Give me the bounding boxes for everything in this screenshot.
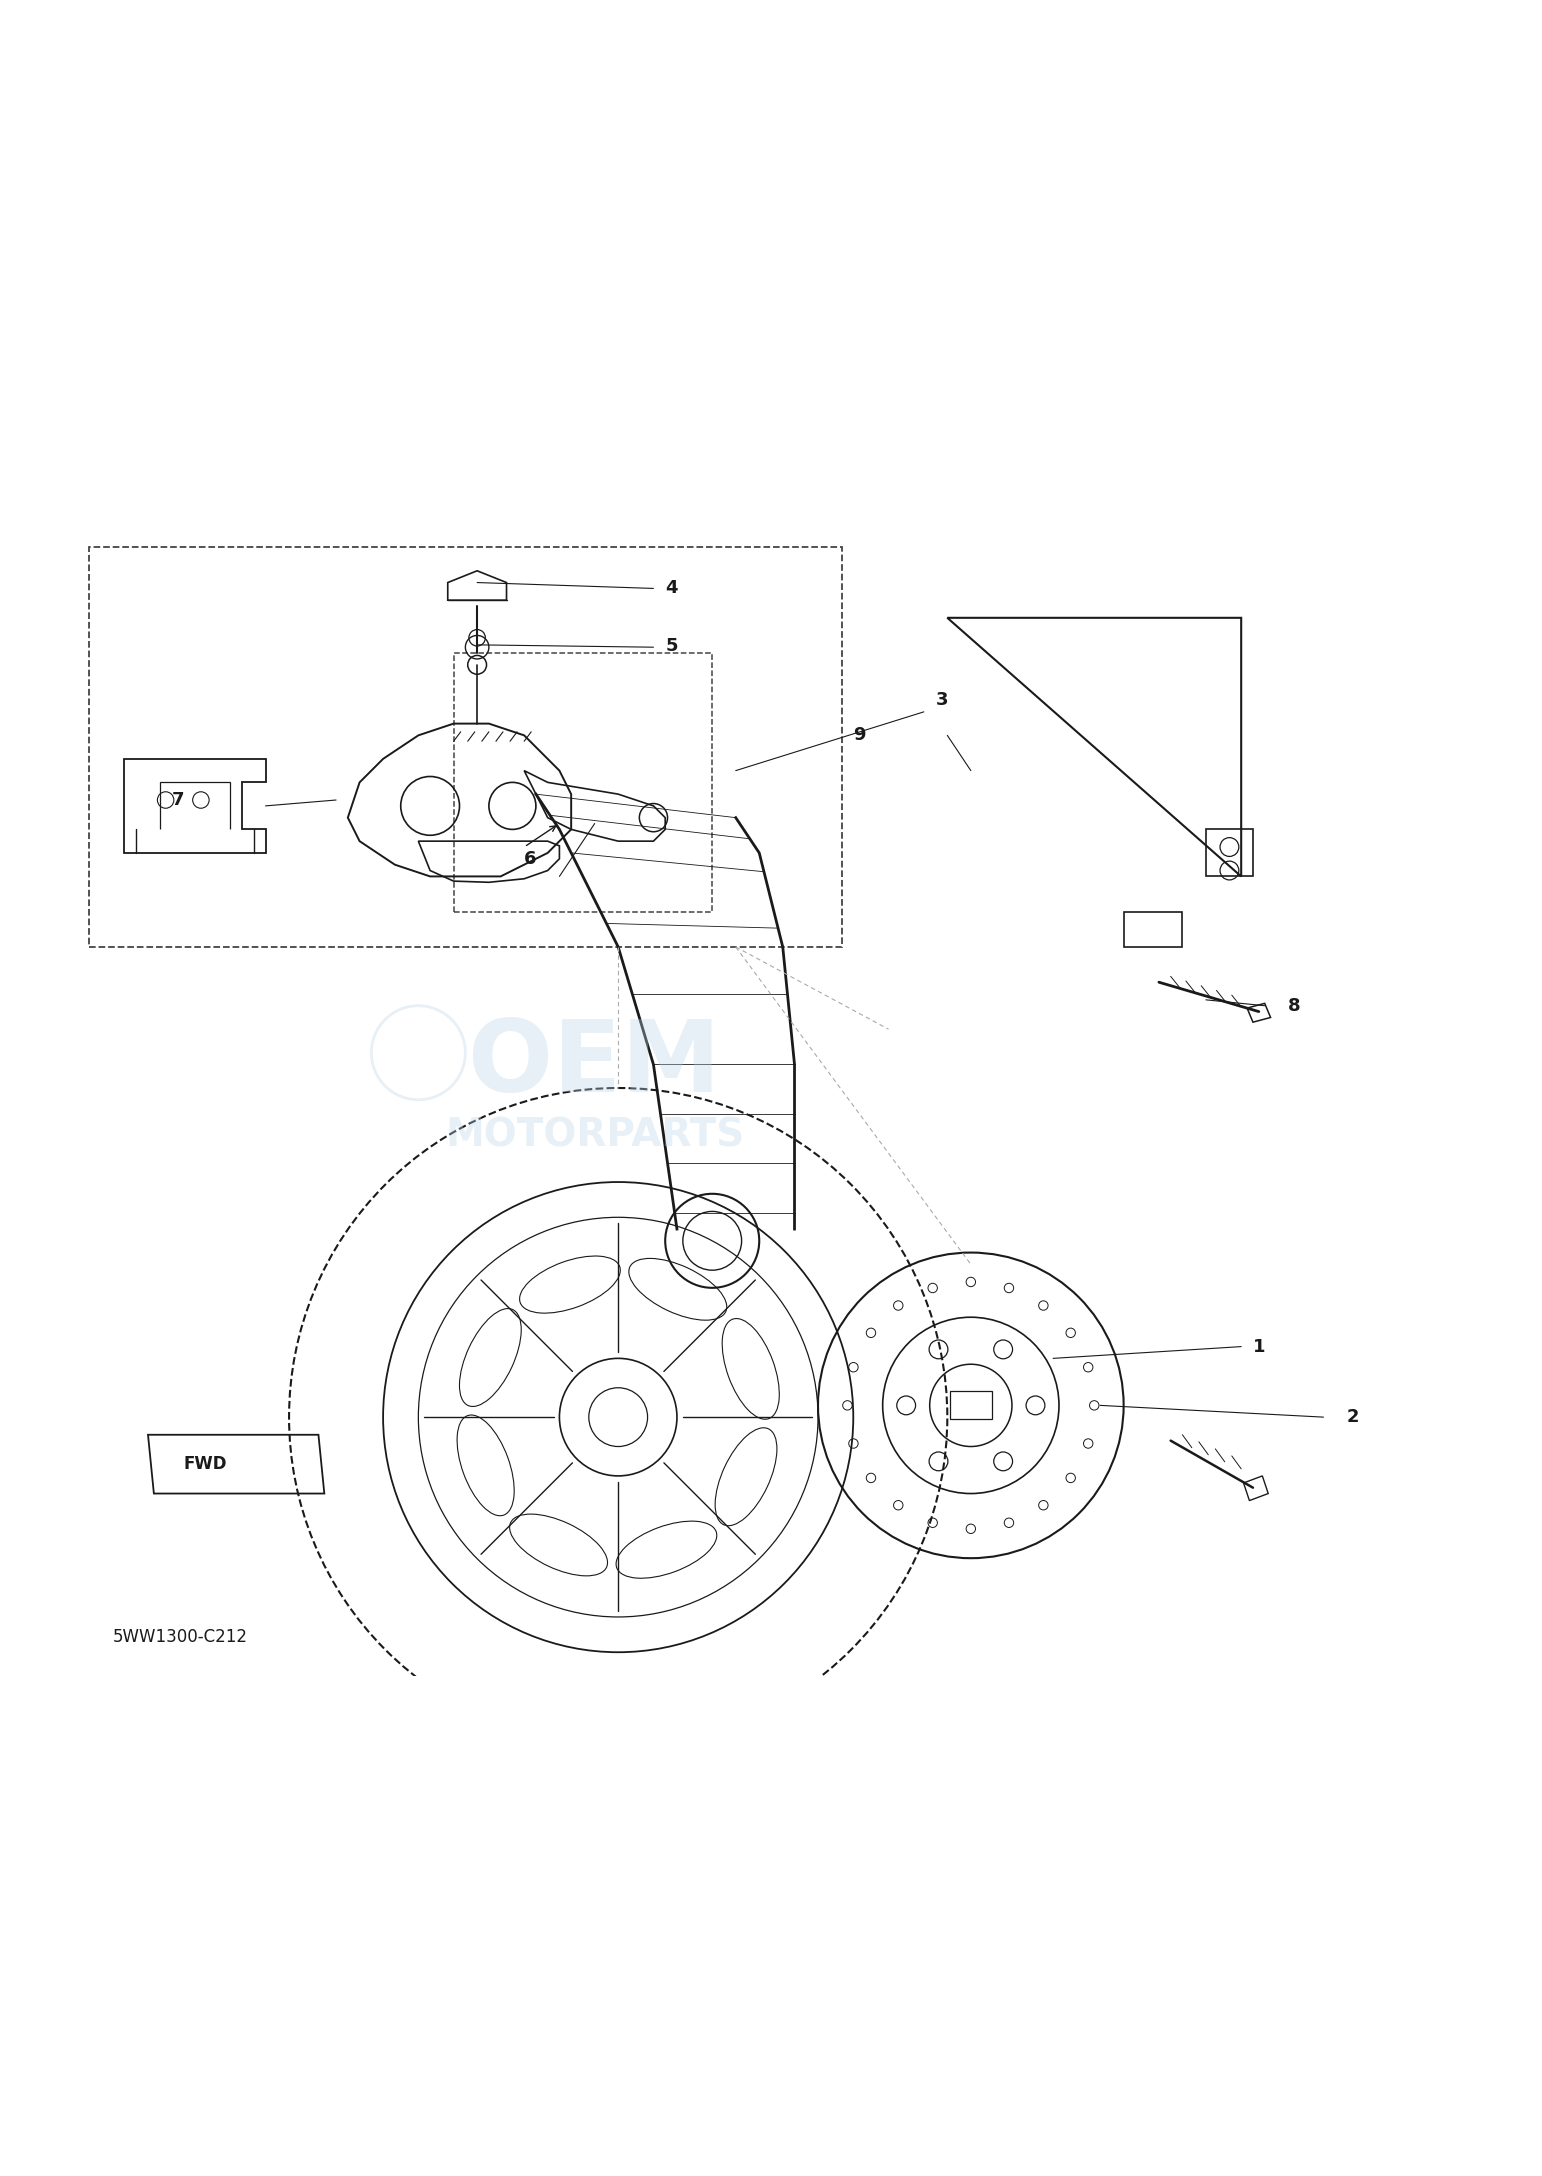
Text: OEM: OEM: [469, 1016, 722, 1112]
Text: 5: 5: [665, 638, 677, 655]
Text: 4: 4: [665, 579, 677, 598]
Text: MOTORPARTS: MOTORPARTS: [446, 1116, 745, 1153]
Text: FWD: FWD: [183, 1456, 227, 1473]
Text: 2: 2: [1348, 1408, 1360, 1425]
Text: 1: 1: [1254, 1338, 1266, 1356]
Text: 8: 8: [1288, 997, 1301, 1014]
Text: 9: 9: [853, 727, 865, 744]
Text: 6: 6: [524, 851, 537, 868]
Text: 7: 7: [171, 792, 183, 809]
Circle shape: [467, 655, 487, 675]
Text: 3: 3: [936, 692, 948, 709]
Text: 5WW1300-C212: 5WW1300-C212: [113, 1628, 248, 1647]
